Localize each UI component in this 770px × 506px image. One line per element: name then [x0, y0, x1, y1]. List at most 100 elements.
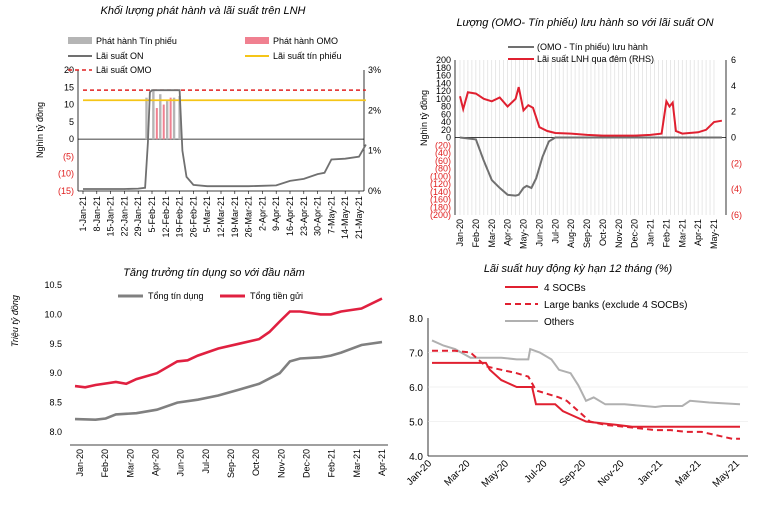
c3-xtick: Feb-21	[327, 449, 337, 478]
c1-xtick: 12-Feb-21	[161, 196, 171, 238]
c3-ytick: 8.0	[49, 427, 62, 437]
c1-xtick: 29-Jan-21	[133, 196, 143, 237]
c2-ytick: 0	[446, 133, 451, 143]
c4-xtick: Mar-20	[442, 458, 472, 488]
chart-issuance-interbank: Khối lượng phát hành và lãi suất trên LN…	[35, 5, 381, 239]
c4-legend-large: Large banks (exclude 4 SOCBs)	[544, 300, 687, 311]
c2-ytick: (140)	[430, 187, 451, 197]
c1-xtick: 19-Feb-21	[175, 196, 185, 238]
c2-legend-on: Lãi suất LNH qua đêm (RHS)	[537, 54, 654, 64]
c2-ytick: (180)	[430, 202, 451, 212]
c4-xtick: Jan-21	[636, 458, 666, 488]
c2-ytick: 100	[436, 94, 451, 104]
c2-ytick: 20	[441, 125, 451, 135]
c3-xtick: Mar-21	[352, 449, 362, 478]
c1-bill-bar	[159, 94, 162, 140]
c2-xtick: Mar-20	[487, 219, 497, 248]
c2-ytick: 160	[436, 71, 451, 81]
c2-xtick: Jan-20	[455, 219, 465, 247]
c4-socb-line	[432, 361, 740, 428]
c2-ytick: (200)	[430, 210, 451, 220]
c4-ytick: 8.0	[409, 314, 423, 325]
c1-xtick: 1-Jan-21	[78, 196, 88, 232]
c2-ytick: (100)	[430, 171, 451, 181]
c3-ytick: 9.0	[49, 368, 62, 378]
c1-xtick: 19-Mar-21	[230, 196, 240, 238]
c1-legend-omorate: Lãi suất OMO	[96, 65, 152, 75]
c1-bill-bar	[172, 97, 176, 140]
c2-on-line	[459, 86, 723, 137]
c3-legend: Tổng tín dụng Tổng tiền gửi	[118, 291, 303, 301]
c2-xtick: Dec-20	[630, 219, 640, 248]
c3-xtick: Jan-20	[75, 449, 85, 477]
c1-ytick: 5	[69, 117, 74, 127]
c3-xtick: Nov-20	[276, 449, 286, 478]
c1-bill-bar	[152, 90, 155, 140]
c2-xtick: Aug-20	[566, 219, 576, 248]
c2-y2tick: (6)	[731, 210, 742, 220]
c2-ytick: 120	[436, 86, 451, 96]
c2-xtick: Jan-21	[646, 219, 656, 247]
c4-legend-socb: 4 SOCBs	[544, 283, 586, 294]
c3-ylabel: Triệu tỷ đồng	[10, 295, 20, 347]
c2-ytick: (20)	[435, 140, 451, 150]
c1-legend-billrate: Lãi suất tín phiếu	[273, 51, 342, 61]
c1-ytick: 15	[64, 82, 74, 92]
c3-xtick: Mar-20	[125, 449, 135, 478]
c2-xtick: Sep-20	[582, 219, 592, 248]
c3-xtick: Jun-20	[176, 449, 186, 477]
c1-xtick: 5-Mar-21	[202, 196, 212, 233]
c1-on-line	[83, 89, 367, 190]
c1-ytick: 10	[64, 100, 74, 110]
chart-credit-growth: Tăng trưởng tín dụng so với đầu năm 10.5…	[10, 267, 388, 478]
c1-y2tick: 1%	[368, 146, 381, 156]
c3-ytick: 8.5	[49, 398, 62, 408]
c4-ytick: 6.0	[409, 383, 423, 394]
c2-ytick: (120)	[430, 179, 451, 189]
c1-title: Khối lượng phát hành và lãi suất trên LN…	[100, 5, 305, 17]
c3-ytick: 10.0	[44, 309, 62, 319]
c4-others-line	[431, 339, 741, 409]
c2-ytick: (80)	[435, 164, 451, 174]
c2-xtick: May-21	[709, 219, 719, 249]
c3-legend-credit: Tổng tín dụng	[148, 291, 204, 301]
c1-legend: Phát hành Tín phiếu Phát hành OMO Lãi su…	[68, 36, 342, 75]
c4-xtick: Nov-20	[596, 458, 627, 489]
c3-plot-area: 10.5 10.0 9.5 9.0 8.5 8.0 Jan-20 Feb-20 Mar-20 Ap…	[44, 280, 388, 478]
c2-ytick: (60)	[435, 156, 451, 166]
c1-xtick: 23-Apr-21	[299, 196, 309, 236]
c1-omo-bar	[169, 97, 172, 140]
c2-plot-area: 200180160140120100806040200(20)(40)(60)(…	[430, 55, 742, 249]
c4-xtick: May-20	[480, 458, 512, 490]
c1-xtick: 21-May-21	[354, 196, 364, 239]
c1-legend-on: Lãi suất ON	[96, 51, 144, 61]
c1-ytick: (10)	[58, 169, 74, 179]
c4-xtick: Jul-20	[523, 458, 550, 485]
c2-xtick: Nov-20	[614, 219, 624, 248]
c2-y2tick: 0	[731, 133, 736, 143]
c4-ytick: 7.0	[409, 349, 423, 360]
c2-xtick: May-20	[519, 219, 529, 249]
c1-xtick: 9-Apr-21	[271, 196, 281, 231]
c2-ytick: (160)	[430, 195, 451, 205]
c2-xtick: Apr-20	[503, 219, 513, 246]
c2-xtick: Jul-20	[550, 219, 560, 244]
c1-bill-bar	[178, 95, 181, 140]
c2-y2tick: 6	[731, 55, 736, 65]
c1-y2tick: 2%	[368, 105, 381, 115]
c1-omo-bar	[162, 104, 165, 140]
c1-xtick: 16-Apr-21	[285, 196, 295, 236]
c1-ytick: 0	[69, 134, 74, 144]
c1-xtick: 14-May-21	[340, 196, 350, 239]
c4-ytick: 5.0	[409, 418, 423, 429]
c1-ylabel: Nghìn tỷ đồng	[35, 102, 45, 158]
c2-y2tick: 2	[731, 107, 736, 117]
c3-xtick: Apr-20	[151, 449, 161, 476]
c2-xtick: Jun-20	[534, 219, 544, 247]
c1-legend-bill-swatch	[68, 37, 92, 44]
c2-outstanding-line	[459, 136, 722, 197]
c3-deposit-line	[74, 297, 383, 389]
